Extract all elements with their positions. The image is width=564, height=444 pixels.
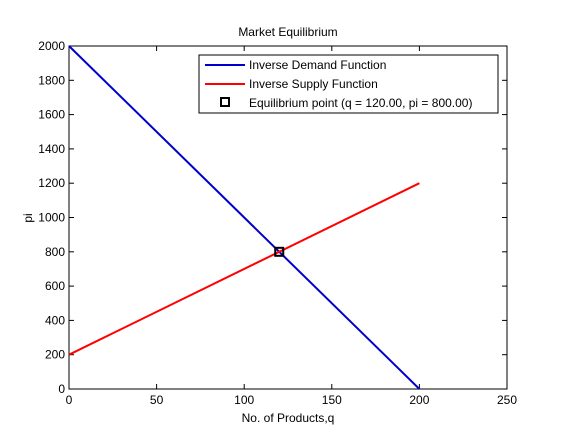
x-tick-label: 100: [234, 393, 254, 407]
y-tick-label: 1600: [38, 108, 65, 122]
x-tick-label: 250: [497, 393, 517, 407]
y-tick-label: 1800: [38, 73, 65, 87]
legend-equilibrium-label: Equilibrium point (q = 120.00, pi = 800.…: [249, 96, 472, 110]
x-tick-label: 50: [150, 393, 164, 407]
legend-demand-label: Inverse Demand Function: [249, 58, 386, 72]
x-tick-label: 150: [322, 393, 342, 407]
x-axis-label: No. of Products,q: [242, 411, 335, 425]
demand-line: [68, 45, 421, 390]
legend-supply-label: Inverse Supply Function: [249, 77, 378, 91]
y-tick-label: 1000: [38, 211, 65, 225]
y-tick-label: 400: [45, 313, 65, 327]
x-tick-label: 0: [66, 393, 73, 407]
y-axis-label: pi: [21, 213, 35, 222]
legend-box: [198, 54, 499, 114]
y-tick-label: 1400: [38, 142, 65, 156]
y-tick-label: 0: [58, 382, 65, 396]
legend: Inverse Demand Function Inverse Supply F…: [198, 54, 499, 114]
y-tick-label: 2000: [38, 39, 65, 53]
x-tick-label: 200: [409, 393, 429, 407]
chart-title: Market Equilibrium: [238, 25, 337, 39]
y-tick-label: 200: [45, 348, 65, 362]
y-tick-label: 600: [45, 279, 65, 293]
y-tick-label: 800: [45, 245, 65, 259]
legend-equilibrium-marker: [220, 97, 230, 107]
supply-line: [68, 182, 420, 356]
equilibrium-marker: [274, 246, 285, 257]
y-tick-label: 1200: [38, 176, 65, 190]
